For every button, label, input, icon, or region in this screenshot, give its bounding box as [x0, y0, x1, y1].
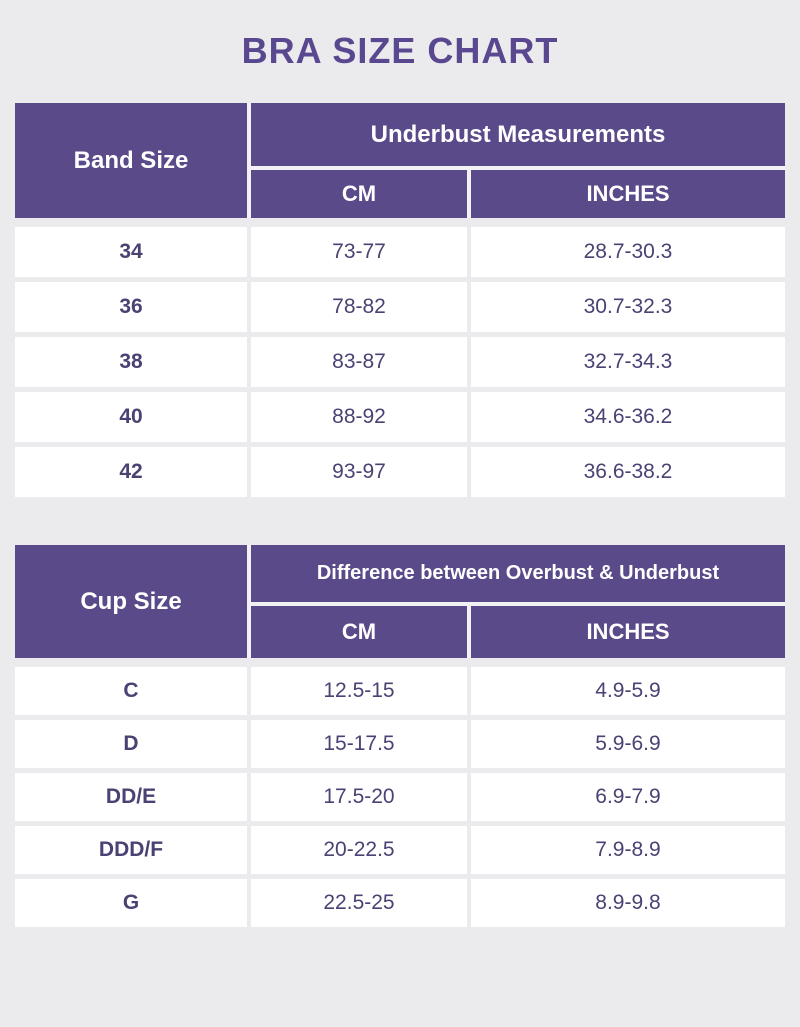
band-cm-column-header: CM [251, 170, 467, 218]
cup-size-table-body: C 12.5-15 4.9-5.9 D 15-17.5 5.9-6.9 DD/E 17.5-2… [15, 667, 785, 927]
data-cell: 17.5-20 [251, 773, 467, 821]
row-header-cell: 42 [15, 447, 247, 497]
data-cell: 22.5-25 [251, 879, 467, 927]
overbust-difference-header: Difference between Overbust & Underbust [251, 545, 785, 602]
data-cell: 34.6-36.2 [471, 392, 785, 442]
row-header-cell: DD/E [15, 773, 247, 821]
row-header-cell: C [15, 667, 247, 715]
data-cell: 15-17.5 [251, 720, 467, 768]
cup-size-table-header: Cup Size Difference between Overbust & U… [15, 545, 785, 658]
data-cell: 4.9-5.9 [471, 667, 785, 715]
data-cell: 28.7-30.3 [471, 227, 785, 277]
row-header-cell: 38 [15, 337, 247, 387]
data-cell: 83-87 [251, 337, 467, 387]
data-cell: 88-92 [251, 392, 467, 442]
band-size-table-body: 34 73-77 28.7-30.3 36 78-82 30.7-32.3 38 83-87 3… [15, 227, 785, 497]
row-header-cell: DDD/F [15, 826, 247, 874]
data-cell: 20-22.5 [251, 826, 467, 874]
data-cell: 32.7-34.3 [471, 337, 785, 387]
data-cell: 5.9-6.9 [471, 720, 785, 768]
data-cell: 7.9-8.9 [471, 826, 785, 874]
cup-size-corner-header: Cup Size [15, 545, 247, 658]
data-cell: 6.9-7.9 [471, 773, 785, 821]
data-cell: 12.5-15 [251, 667, 467, 715]
row-header-cell: 34 [15, 227, 247, 277]
band-size-table-header: Band Size Underbust Measurements CM INCH… [15, 103, 785, 218]
cup-size-table: Cup Size Difference between Overbust & U… [15, 545, 785, 927]
row-header-cell: 40 [15, 392, 247, 442]
data-cell: 30.7-32.3 [471, 282, 785, 332]
band-size-table: Band Size Underbust Measurements CM INCH… [15, 103, 785, 497]
cup-inches-column-header: INCHES [471, 606, 785, 658]
data-cell: 93-97 [251, 447, 467, 497]
underbust-measurements-header: Underbust Measurements [251, 103, 785, 166]
data-cell: 73-77 [251, 227, 467, 277]
cup-cm-column-header: CM [251, 606, 467, 658]
page-title: BRA SIZE CHART [241, 30, 559, 71]
data-cell: 36.6-38.2 [471, 447, 785, 497]
band-inches-column-header: INCHES [471, 170, 785, 218]
row-header-cell: G [15, 879, 247, 927]
data-cell: 8.9-9.8 [471, 879, 785, 927]
row-header-cell: D [15, 720, 247, 768]
data-cell: 78-82 [251, 282, 467, 332]
page: BRA SIZE CHART Band Size Underbust Measu… [0, 27, 800, 1027]
row-header-cell: 36 [15, 282, 247, 332]
band-size-corner-header: Band Size [15, 103, 247, 218]
